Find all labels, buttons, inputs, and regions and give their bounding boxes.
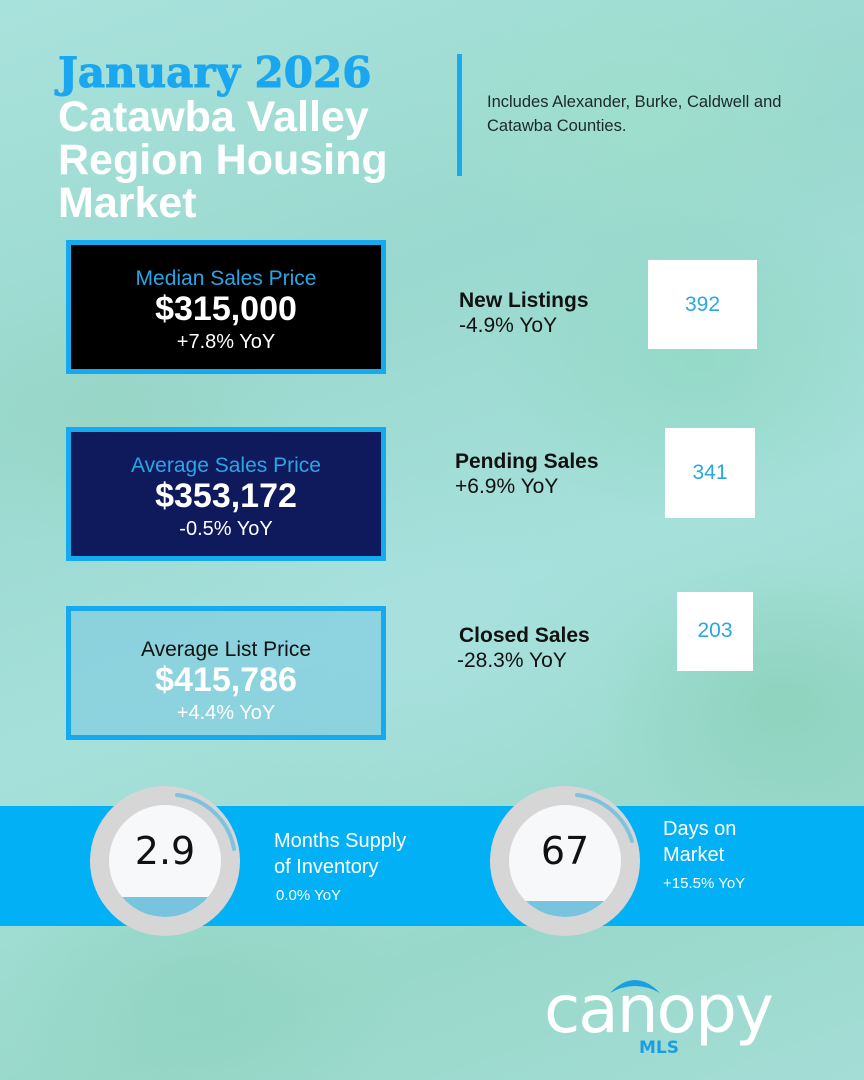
gauge-face: 2.9	[109, 805, 221, 917]
closed-sales-stat: Closed Sales -28.3% YoY	[457, 624, 590, 674]
stat-label: New Listings	[459, 289, 589, 312]
card-value: $315,000	[155, 290, 297, 328]
gauge-yoy: 0.0% YoY	[276, 887, 342, 904]
stat-yoy: -4.9% YoY	[459, 314, 558, 337]
gauge-label-line2: of Inventory	[274, 856, 379, 878]
stat-value: 203	[697, 619, 733, 642]
days-on-market-label: Days on Market +15.5% YoY	[663, 816, 745, 894]
gauge-yoy: +15.5% YoY	[663, 875, 746, 892]
card-value: $353,172	[155, 477, 297, 515]
logo-wordmark: canopy	[544, 971, 774, 1048]
counties-note: Includes Alexander, Burke, Caldwell and …	[487, 93, 782, 135]
gauge-face: 67	[509, 805, 621, 917]
days-on-market-gauge: 67	[490, 786, 640, 936]
logo-mls-text: MLS	[639, 1038, 679, 1058]
report-title: Catawba Valley Region Housing Market	[58, 93, 388, 227]
gauge-label-line1: Months Supply	[274, 830, 407, 852]
gauge-fill	[109, 897, 221, 917]
card-label: Median Sales Price	[135, 267, 317, 290]
months-supply-label: Months Supply of Inventory 0.0% YoY	[274, 828, 406, 906]
gauge-arc-icon	[175, 793, 236, 851]
gauge-value: 67	[540, 829, 590, 873]
card-yoy: +7.8% YoY	[176, 331, 276, 353]
gauge-arc-icon	[575, 793, 634, 843]
closed-sales-value-box: 203	[677, 592, 753, 671]
new-listings-stat: New Listings -4.9% YoY	[459, 289, 589, 339]
canopy-mls-logo: canopy MLS	[544, 975, 804, 1065]
median-sales-price-card: Median Sales Price $315,000 +7.8% YoY	[66, 240, 386, 374]
roof-arc-icon	[610, 980, 660, 993]
card-value: $415,786	[155, 661, 297, 699]
gauge-value: 2.9	[134, 829, 196, 873]
card-yoy: -0.5% YoY	[179, 518, 273, 540]
gauge-label-line1: Days on	[663, 818, 737, 840]
stat-label: Closed Sales	[459, 624, 590, 647]
average-list-price-card: Average List Price $415,786 +4.4% YoY	[66, 606, 386, 740]
card-yoy: +4.4% YoY	[176, 702, 276, 724]
card-label: Average List Price	[140, 638, 312, 661]
pending-sales-value-box: 341	[665, 428, 755, 518]
pending-sales-stat: Pending Sales +6.9% YoY	[455, 450, 599, 500]
report-month: January 2026	[57, 48, 372, 97]
stat-label: Pending Sales	[455, 450, 599, 473]
card-label: Average Sales Price	[131, 454, 321, 477]
stat-yoy: +6.9% YoY	[455, 475, 559, 498]
header-divider	[457, 54, 462, 176]
average-sales-price-card: Average Sales Price $353,172 -0.5% YoY	[66, 427, 386, 561]
stat-yoy: -28.3% YoY	[457, 649, 567, 672]
gauge-label-line2: Market	[663, 844, 725, 866]
months-supply-gauge: 2.9	[90, 786, 240, 936]
new-listings-value-box: 392	[648, 260, 757, 349]
gauge-fill	[509, 901, 621, 917]
